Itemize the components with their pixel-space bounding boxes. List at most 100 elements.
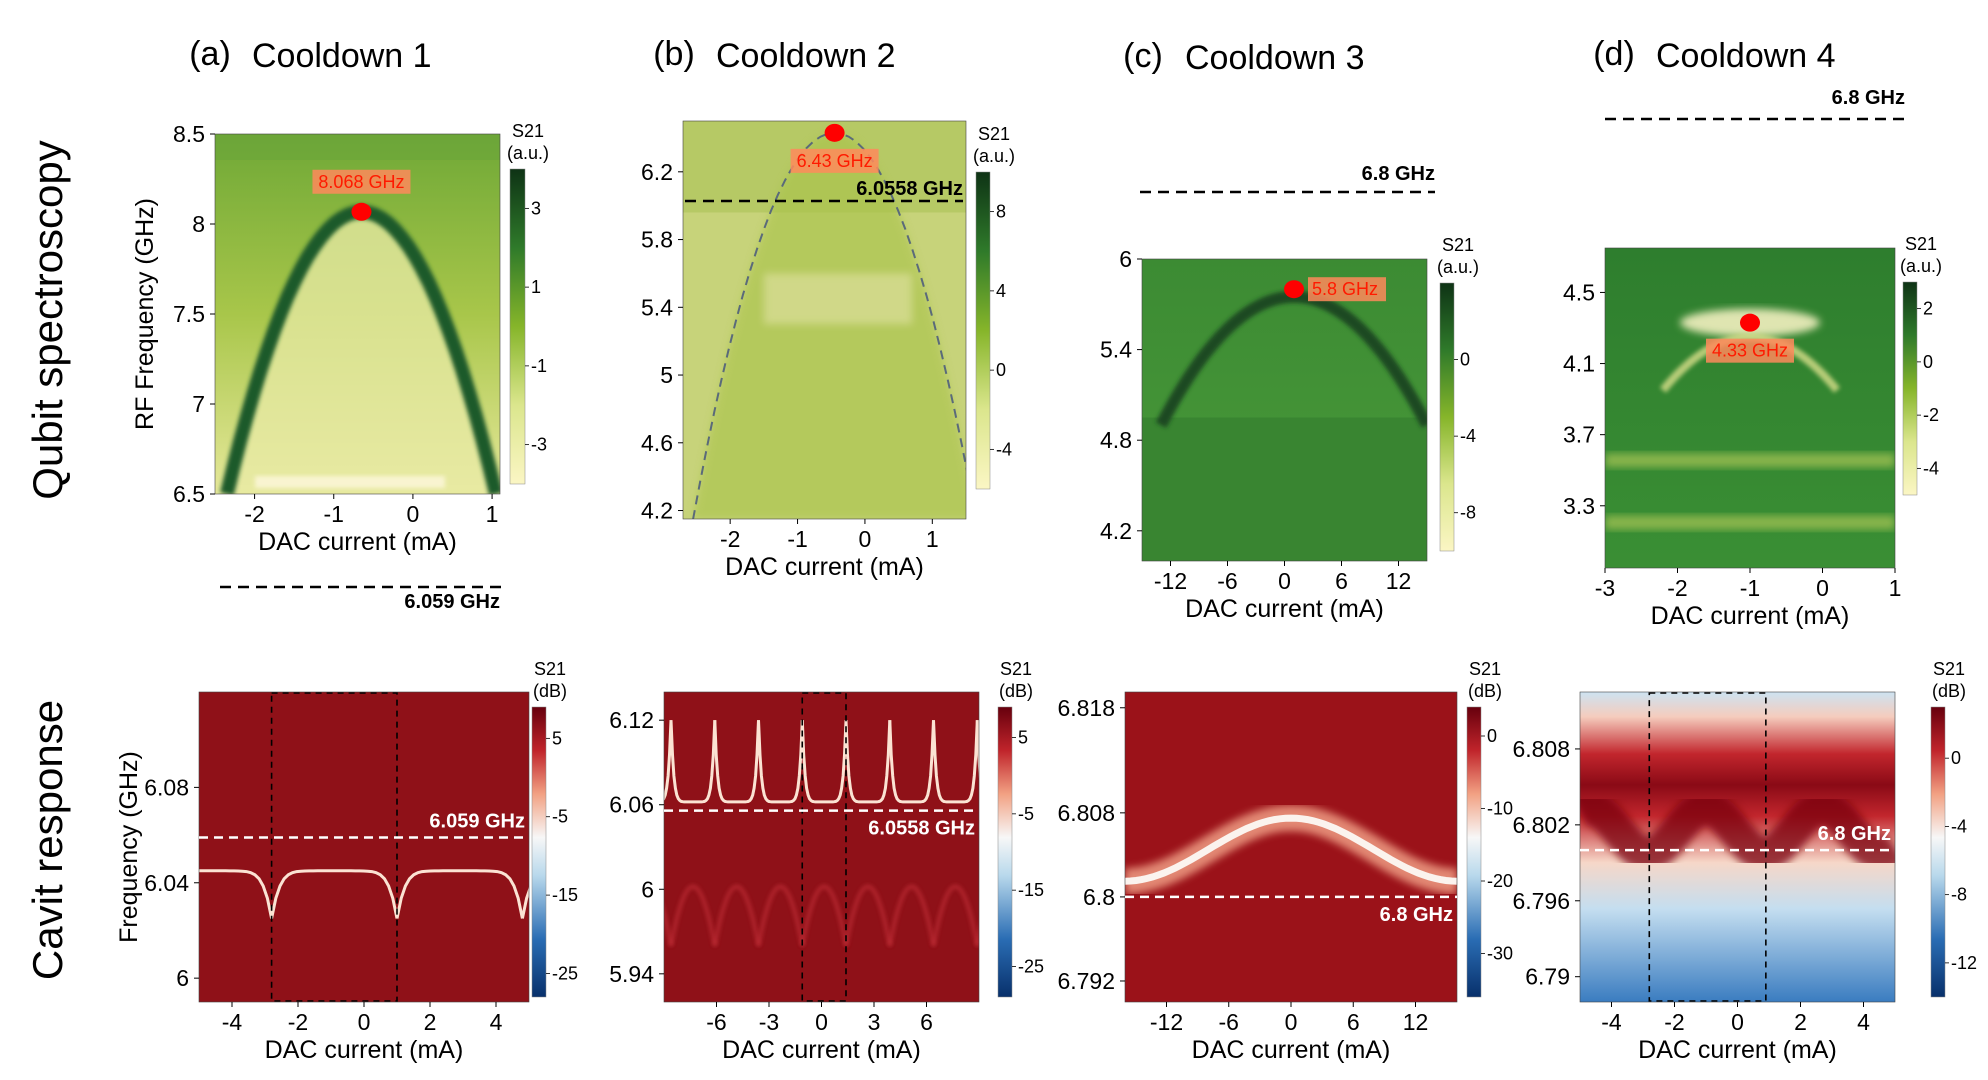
x-tick-label: -2 [288,1009,308,1035]
colorbar-unit: (a.u.) [1437,257,1479,277]
colorbar-title: S21 [1933,659,1965,679]
y-tick-label: 8.5 [173,121,205,147]
x-axis-label: DAC current (mA) [722,1036,921,1064]
colorbar-tick-label: 1 [531,277,541,297]
cavity-lower-branch [844,884,892,946]
colorbar-tick-label: -5 [552,807,568,827]
y-tick-label: 4.2 [641,498,673,524]
y-tick-label: 4.5 [1563,279,1595,305]
colorbar-title: S21 [1469,659,1501,679]
panel-title: Cooldown 3 [1185,39,1365,77]
cavity-resonance [932,720,979,804]
x-tick-label: -2 [1667,575,1687,601]
x-tick-label: 6 [1335,568,1348,594]
heatmap-dome [693,132,966,519]
colorbar-unit: (a.u.) [507,143,549,163]
x-axis-label: DAC current (mA) [1185,595,1384,623]
cavity-resonance [800,720,848,804]
heatmap-bottom-band [255,476,445,488]
cavity-lower-branch [888,884,935,946]
row-label-spectroscopy: Qubit spectroscopy [24,140,71,500]
peak-annotation: 4.33 GHz [1712,341,1788,361]
heatmap-background [1125,692,1457,1002]
y-tick-label: 4.8 [1100,427,1132,453]
colorbar-unit: (a.u.) [1900,256,1942,276]
peak-marker [351,202,372,221]
y-tick-label: 6.2 [641,159,673,185]
colorbar-tick-label: 4 [996,281,1006,301]
x-tick-label: 6 [920,1009,933,1035]
y-tick-label: 5.4 [1100,337,1132,363]
cavity-lower-branch [757,884,804,946]
x-tick-label: -1 [787,526,807,552]
peak-annotation-box [1706,338,1794,363]
x-tick-label: 0 [358,1009,371,1035]
plot-area [1125,692,1457,1002]
reference-line-label: 6.8 GHz [1832,87,1905,109]
x-tick-label: 2 [1794,1009,1807,1035]
x-tick-label: -6 [1219,1009,1239,1035]
panel-a-spec: -2 -1 0 1 6.5 7 7.5 8 8.5 DAC current (mA) RF Freq… [131,35,549,613]
y-tick-label: 6.818 [1057,695,1115,721]
colorbar-title: S21 [512,121,544,141]
colorbar-tick-label: 0 [1460,350,1470,370]
y-tick-label: 8 [192,211,205,237]
x-axis-label: DAC current (mA) [258,528,457,556]
cavity-lower-branch [932,884,979,946]
x-tick-label: -2 [1664,1009,1684,1035]
cavity-resonance [888,720,935,804]
y-axis-label: RF Frequency (GHz) [131,198,159,430]
cavity-lower-branch [669,884,717,946]
colorbar-tick-label: -1 [531,356,547,376]
colorbar-unit: (dB) [1932,681,1966,701]
panel-a-cav: -4 -2 0 2 4 6 6.04 6.08 DAC current (mA) Frequenc… [115,659,578,1064]
plot-area [1142,259,1427,561]
y-tick-label: 4.2 [1100,518,1132,544]
cavity-lower-branch [713,884,760,946]
peak-marker [824,123,845,142]
y-tick-label: 6.796 [1512,888,1570,914]
peak-marker [1284,280,1304,299]
colorbar-title: S21 [1000,659,1032,679]
colorbar [1439,282,1455,552]
x-tick-label: -12 [1150,1009,1183,1035]
panel-title: Cooldown 2 [716,37,896,75]
y-tick-label: 6.808 [1512,736,1570,762]
x-tick-label: -12 [1154,568,1187,594]
plot-area [1580,692,1895,1002]
cavity-resonance [757,720,804,804]
panel-title: Cooldown 1 [252,37,432,75]
colorbar-tick-label: 3 [531,198,541,218]
plot-area [1605,248,1895,568]
colorbar [975,171,991,490]
peak-annotation: 6.43 GHz [797,151,873,171]
colorbar-tick-label: -30 [1487,944,1513,964]
panel-label: (a) [189,35,231,73]
x-tick-label: 0 [1816,575,1829,601]
colorbar-title: S21 [978,124,1010,144]
colorbar-title: S21 [1442,235,1474,255]
plot-area [199,692,529,1002]
peak-annotation: 5.8 GHz [1312,279,1378,299]
cavity-resonance [1125,814,1457,885]
colorbar-tick-label: -4 [1460,426,1476,446]
y-tick-label: 6.8 [1083,884,1115,910]
cavity-resonance [1580,791,1895,872]
y-tick-label: 6.79 [1525,964,1570,990]
x-tick-label: 1 [486,501,499,527]
y-tick-label: 6 [641,876,654,902]
reference-line-label: 6.0558 GHz [856,178,963,200]
x-tick-label: -4 [1601,1009,1622,1035]
y-tick-label: 5 [660,362,673,388]
colorbar-tick-label: -8 [1460,503,1476,523]
panel-b-spec: -2 -1 0 1 4.2 4.6 5 5.4 5.8 6.2 DAC current (mA) (b… [641,35,1015,581]
reference-line-label: 6.0558 GHz [868,818,975,840]
x-tick-label: 1 [926,526,939,552]
x-tick-label: 0 [815,1009,828,1035]
heatmap-band [1605,453,1895,468]
colorbar-tick-label: -20 [1487,871,1513,891]
panel-label: (c) [1123,37,1163,75]
colorbar-tick-label: -4 [1923,458,1939,478]
colorbar-tick-label: 0 [1923,352,1933,372]
